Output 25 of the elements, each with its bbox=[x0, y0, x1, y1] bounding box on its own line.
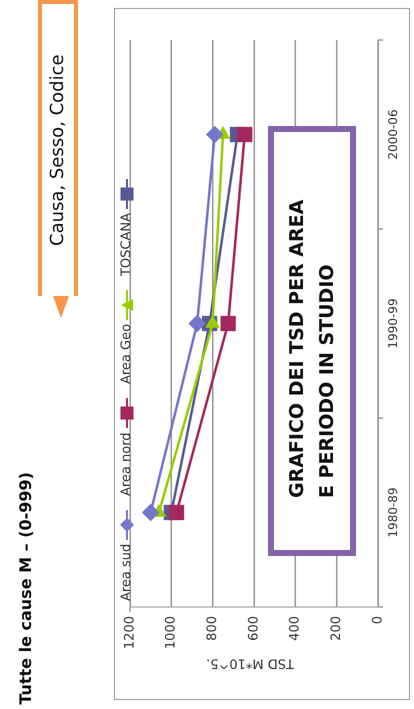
legend-label: Area nord bbox=[119, 432, 135, 496]
text: Causa, Sesso, Codice bbox=[38, 0, 78, 296]
point bbox=[220, 316, 236, 332]
point bbox=[142, 504, 159, 521]
x-tick-label: 1200 bbox=[122, 616, 138, 650]
x-axis-title: TSD M*10^5. bbox=[206, 656, 295, 671]
point bbox=[206, 316, 220, 328]
point bbox=[188, 315, 206, 332]
text-frame: GRAFICO DEI TSD PER AREA E PERIODO IN STUDIO bbox=[268, 126, 356, 556]
x-tick-label: 0 bbox=[370, 616, 386, 624]
text: Tutte le cause M – (0-999) bbox=[16, 472, 35, 705]
point bbox=[206, 126, 223, 143]
y-tick-label: 1980-89 bbox=[386, 487, 400, 538]
y-tick-label: 1990-99 bbox=[386, 298, 400, 349]
legend-label: TOSCANA bbox=[119, 212, 135, 276]
point bbox=[168, 504, 184, 520]
legend-label: Area Geo bbox=[119, 324, 135, 384]
x-tick-label: 400 bbox=[288, 616, 303, 641]
y-tick-label: 2000-06 bbox=[386, 109, 400, 160]
x-tick-label: 800 bbox=[205, 616, 220, 641]
x-tick-label: 200 bbox=[329, 616, 344, 641]
legend-label: Area sud bbox=[119, 544, 135, 601]
point bbox=[237, 126, 252, 142]
x-tick-label: 600 bbox=[246, 616, 262, 641]
x-tick-label: 1000 bbox=[164, 616, 179, 650]
